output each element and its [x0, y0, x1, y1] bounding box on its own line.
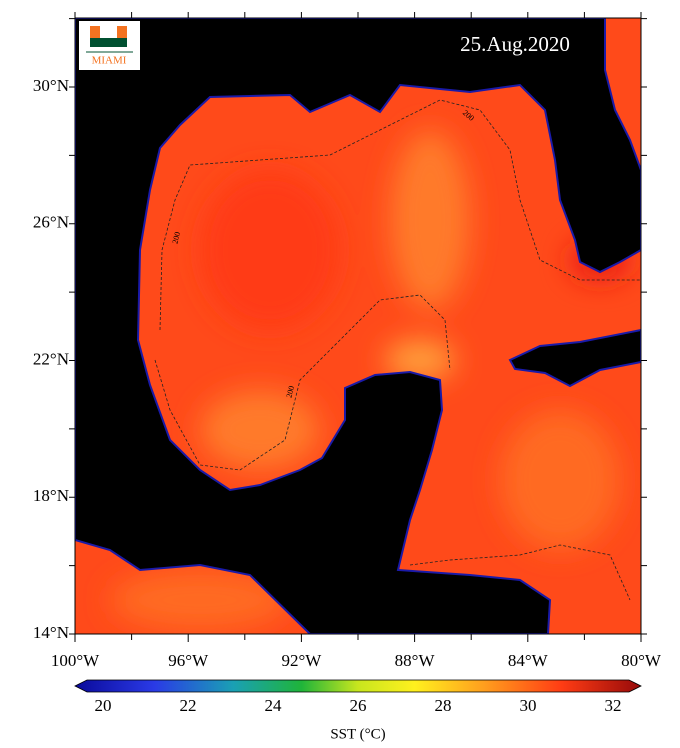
date-label: 25.Aug.2020 — [460, 32, 570, 56]
lat-label: 18°N — [33, 486, 69, 505]
colorbar-tick-label: 24 — [265, 696, 283, 715]
lon-label: 88°W — [395, 651, 436, 670]
logo-u-left — [90, 26, 100, 46]
lat-label: 26°N — [33, 213, 69, 232]
isobath-200m — [154, 99, 640, 471]
colorbar-tick-label: 28 — [435, 696, 452, 715]
contour-label: 200 — [284, 385, 296, 399]
sst-patches — [110, 130, 630, 630]
colorbar — [74, 679, 642, 693]
colorbar-tick-label: 22 — [180, 696, 197, 715]
land — [75, 18, 641, 634]
colorbar-label: SST (°C) — [330, 726, 385, 742]
lon-label: 92°W — [281, 651, 322, 670]
map-area — [75, 18, 641, 634]
logo: MIAMI — [79, 21, 140, 70]
lon-label: 84°W — [508, 651, 549, 670]
colorbar-tick-label: 30 — [520, 696, 537, 715]
lat-label: 30°N — [33, 76, 69, 95]
colorbar-tick-label: 20 — [95, 696, 112, 715]
contour-label: 200 — [170, 231, 182, 245]
lon-label: 80°W — [621, 651, 662, 670]
colorbar-tick-label: 32 — [605, 696, 622, 715]
logo-text: MIAMI — [92, 55, 127, 67]
colorbar-tick-label: 26 — [350, 696, 367, 715]
logo-u-right — [117, 26, 127, 46]
lat-label: 14°N — [33, 623, 69, 642]
lon-label: 100°W — [51, 651, 100, 670]
cuba — [508, 328, 641, 388]
lat-label: 22°N — [33, 349, 69, 368]
lon-label: 96°W — [168, 651, 209, 670]
logo-u-base — [90, 38, 127, 47]
isobath-200m-caribbean — [409, 544, 631, 601]
